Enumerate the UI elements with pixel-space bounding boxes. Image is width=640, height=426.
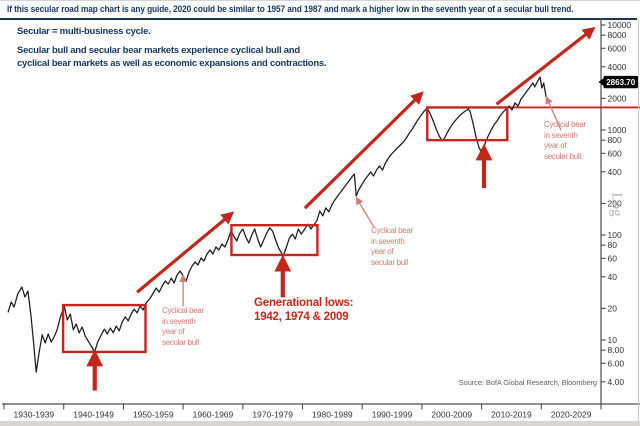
annotation-text-line: secular bull. <box>544 151 583 161</box>
annotation-text-line: 1942, 1974 & 2009 <box>254 310 349 323</box>
svg-text:1990-1999: 1990-1999 <box>372 410 413 420</box>
source-attribution: Source: BofA Global Research, Bloomberg <box>458 378 597 387</box>
log-scale-label: Log <box>608 192 625 217</box>
svg-text:1970-1979: 1970-1979 <box>252 410 293 420</box>
svg-text:8.00: 8.00 <box>608 345 625 355</box>
svg-text:800: 800 <box>608 135 622 145</box>
subtitle-secular-definition: Secular = multi-business cycle. <box>17 26 151 37</box>
annotation-text-line: Generational lows: <box>254 297 354 309</box>
svg-text:2000-2009: 2000-2009 <box>431 410 472 420</box>
subtitle-line-2: cyclical bear markets as well as economi… <box>17 57 327 69</box>
annotation-text-line: year of <box>162 327 185 336</box>
annotation-text-line: secular bull <box>371 257 408 267</box>
svg-text:60: 60 <box>608 253 618 263</box>
annotation-text-line: secular bull <box>162 337 199 347</box>
svg-text:6.00: 6.00 <box>608 358 625 368</box>
top-border <box>0 0 640 1</box>
svg-text:10: 10 <box>608 335 618 345</box>
svg-text:2020-2029: 2020-2029 <box>551 410 592 420</box>
annotation-text-line: year of <box>371 247 394 256</box>
svg-text:40: 40 <box>608 272 618 282</box>
svg-text:200: 200 <box>608 198 622 208</box>
title-underline <box>0 18 637 20</box>
svg-text:2010-2019: 2010-2019 <box>491 410 532 420</box>
svg-text:4000: 4000 <box>608 62 627 72</box>
chart-title: If this secular road map chart is any gu… <box>7 4 574 14</box>
svg-text:6000: 6000 <box>608 43 627 53</box>
annotation-text-line: Cyclical bear <box>162 306 204 315</box>
last-price-label: 2863.70 <box>606 78 635 87</box>
svg-text:1960-1969: 1960-1969 <box>193 410 234 420</box>
svg-text:1000: 1000 <box>608 125 627 135</box>
svg-text:8000: 8000 <box>608 30 627 40</box>
annotation-text-line: Cyclical bear <box>544 120 586 129</box>
annotation-text-line: in seventh <box>371 236 405 246</box>
svg-text:1980-1989: 1980-1989 <box>312 410 353 420</box>
right-border <box>638 20 639 421</box>
annotation-text-line: Cyclical bear <box>371 226 413 235</box>
annotation-text-line: in seventh <box>544 130 578 140</box>
annotation-generational-lows: Generational lows: 1942, 1974 & 2009 <box>254 297 353 324</box>
annotation-cyclical-bear-1987: Cyclical bear in seventh year of secular… <box>371 226 413 268</box>
svg-text:4.00: 4.00 <box>608 377 625 387</box>
svg-text:10000: 10000 <box>608 20 632 30</box>
svg-text:100: 100 <box>608 230 622 240</box>
bottom-border <box>0 421 640 426</box>
svg-text:1930-1939: 1930-1939 <box>14 410 55 420</box>
svg-text:2000: 2000 <box>608 93 627 103</box>
svg-text:1940-1949: 1940-1949 <box>73 410 114 420</box>
svg-text:20: 20 <box>608 303 618 313</box>
annotation-text-line: year of <box>544 141 567 150</box>
svg-text:600: 600 <box>608 148 622 158</box>
svg-text:80: 80 <box>608 240 618 250</box>
svg-text:1950-1959: 1950-1959 <box>133 410 174 420</box>
annotation-cyclical-bear-1957: Cyclical bear in seventh year of secular… <box>162 306 204 348</box>
subtitle-line-1: Secular bull and secular bear markets ex… <box>17 45 300 56</box>
svg-text:400: 400 <box>608 167 622 177</box>
annotation-text-line: in seventh <box>162 316 196 326</box>
annotation-cyclical-bear-2020: Cyclical bear in seventh year of secular… <box>544 120 586 162</box>
subtitle-secular-description: Secular bull and secular bear markets ex… <box>17 45 327 70</box>
